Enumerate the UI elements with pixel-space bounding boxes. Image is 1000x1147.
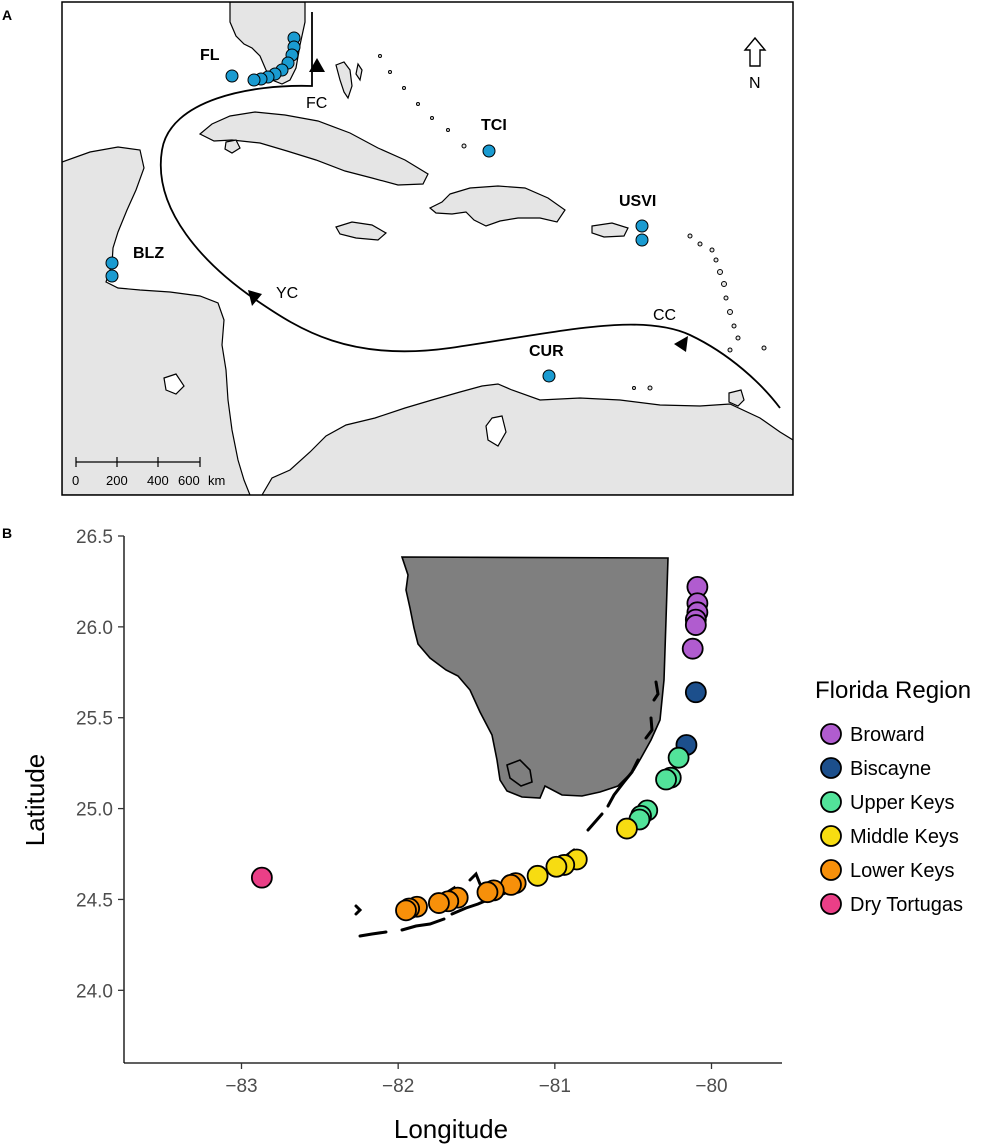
y-tick-label: 26.5 <box>76 527 113 548</box>
y-axis-title: Latitude <box>20 754 50 847</box>
bahamas-island <box>355 62 363 82</box>
site-label-cur: CUR <box>529 343 564 360</box>
series-biscayne <box>675 681 707 756</box>
x-tick-label: −81 <box>539 1076 571 1097</box>
site-label-tci: TCI <box>481 117 507 134</box>
data-point <box>616 817 638 840</box>
data-point <box>681 637 704 660</box>
yc-arrow <box>248 290 262 306</box>
legend-swatch <box>820 723 842 745</box>
y-axis-ticks: 24.0 24.5 25.0 25.5 26.0 26.5 <box>76 527 124 1002</box>
legend-swatch <box>820 859 842 881</box>
site-point-blz <box>105 269 119 283</box>
data-point <box>476 881 499 904</box>
scale-tick-label: 400 <box>147 473 169 488</box>
data-point <box>250 866 273 889</box>
current-path <box>159 12 781 409</box>
lesser-antilles <box>378 54 767 391</box>
site-point-tci <box>482 144 496 158</box>
land-a <box>62 2 793 495</box>
jamaica-landmass <box>335 221 388 241</box>
y-tick-label: 24.0 <box>76 981 113 1002</box>
panel-b-letter: B <box>2 525 12 541</box>
legend-label: Biscayne <box>850 758 931 780</box>
scale-tick-label: 0 <box>72 473 79 488</box>
scale-unit-label: km <box>208 473 225 488</box>
bahamas-island <box>335 61 353 100</box>
legend-swatch <box>820 893 842 915</box>
x-axis-title: Longitude <box>394 1114 508 1144</box>
y-tick-label: 26.0 <box>76 618 113 639</box>
x-tick-label: −83 <box>225 1076 257 1097</box>
site-point-usvi <box>635 233 649 247</box>
data-point <box>667 746 690 769</box>
y-tick-label: 24.5 <box>76 890 113 911</box>
cc-arrow <box>674 336 688 352</box>
legend-label: Broward <box>850 724 924 746</box>
north-arrow-icon: N <box>743 36 767 92</box>
puerto-rico-landmass <box>591 222 629 238</box>
y-tick-label: 25.5 <box>76 709 113 730</box>
data-point <box>684 681 707 704</box>
data-point <box>655 768 677 791</box>
site-label-usvi: USVI <box>619 193 656 210</box>
fc-arrow <box>309 58 325 72</box>
sample-sites <box>105 31 649 383</box>
data-point <box>427 892 450 914</box>
x-tick-label: −82 <box>382 1076 414 1097</box>
current-label-yc: YC <box>276 285 298 302</box>
legend: Florida Region Broward Biscayne Upper Keys… <box>815 677 971 916</box>
data-point <box>395 899 417 922</box>
series-dry-tortugas <box>250 866 273 889</box>
hispaniola-landmass <box>428 185 566 227</box>
data-point <box>526 864 549 887</box>
site-point <box>225 69 239 83</box>
lake-nicaragua <box>163 373 185 395</box>
series-broward <box>681 575 709 660</box>
site-points-fl <box>225 31 301 87</box>
north-label: N <box>749 75 761 92</box>
site-label-fl: FL <box>200 47 220 64</box>
scale-bar: 0 200 400 600 km <box>72 457 225 488</box>
legend-label: Lower Keys <box>850 860 955 882</box>
legend-swatch <box>820 791 842 813</box>
legend-title: Florida Region <box>815 677 971 704</box>
x-tick-label: −80 <box>695 1076 727 1097</box>
y-tick-label: 25.0 <box>76 800 113 821</box>
x-axis-ticks: −83 −82 −81 −80 <box>225 1063 728 1097</box>
lake-maracaibo <box>485 415 507 447</box>
legend-label: Middle Keys <box>850 826 959 848</box>
series-upper-keys <box>628 746 690 831</box>
site-label-blz: BLZ <box>133 245 164 262</box>
site-point-usvi <box>635 219 649 233</box>
legend-label: Upper Keys <box>850 792 955 814</box>
legend-swatch <box>820 757 842 779</box>
series-lower-keys <box>395 872 527 922</box>
trinidad-landmass <box>728 389 745 407</box>
series-middle-keys <box>526 817 638 887</box>
site-point-blz <box>105 256 119 270</box>
current-label-fc: FC <box>306 95 327 112</box>
south-america-landmass <box>261 383 793 495</box>
caribbean-map <box>62 2 793 495</box>
scale-tick-label: 200 <box>106 473 128 488</box>
legend-swatch <box>820 825 842 847</box>
cape-sable <box>506 759 533 787</box>
data-point <box>545 855 568 878</box>
site-point <box>247 73 261 87</box>
florida-plot: 24.0 24.5 25.0 25.5 26.0 26.5 −83 −82 −81 −80 Lo… <box>20 527 782 1144</box>
cuba-landmass <box>198 111 429 186</box>
data-point <box>684 614 707 636</box>
panel-a-letter: A <box>2 7 12 23</box>
south-florida-landmass <box>400 556 669 799</box>
region-points <box>250 575 709 922</box>
current-label-cc: CC <box>653 307 676 324</box>
isla-juventud <box>224 139 241 154</box>
scale-tick-label: 600 <box>178 473 200 488</box>
panel-a-frame <box>61 1 794 496</box>
mexico-central-america-landmass <box>62 146 251 495</box>
site-point-cur <box>542 369 556 383</box>
legend-label: Dry Tortugas <box>850 894 963 916</box>
